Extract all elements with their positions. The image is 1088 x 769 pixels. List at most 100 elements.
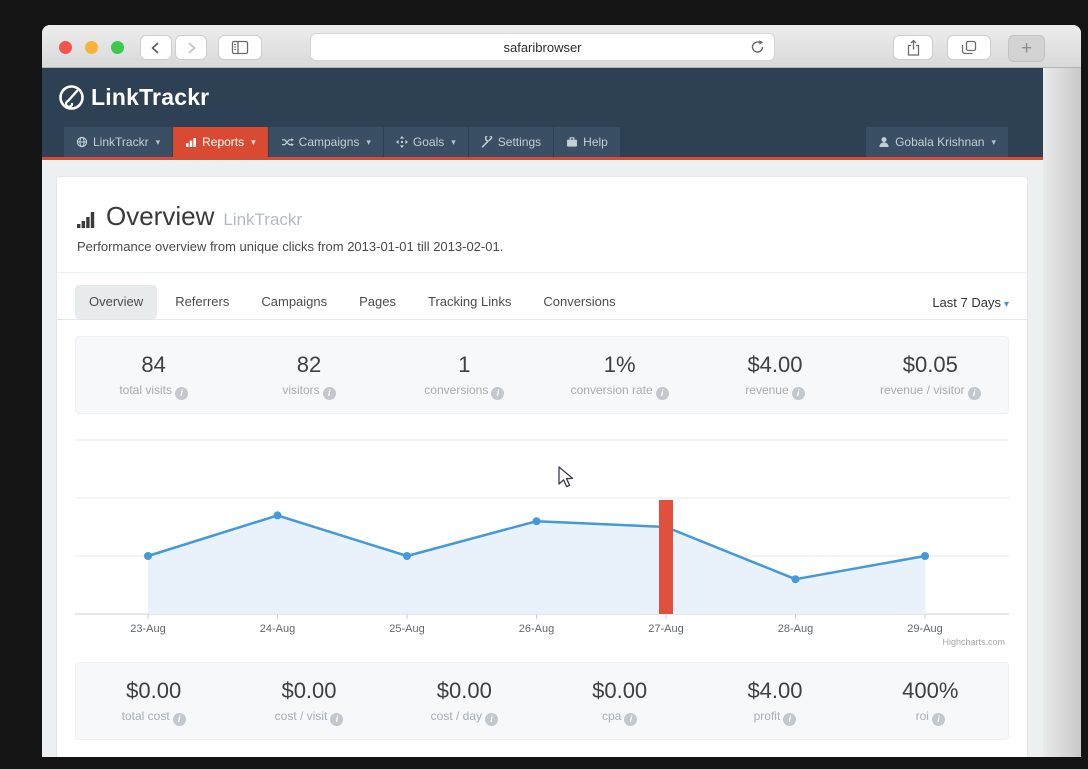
- tab-campaigns[interactable]: Campaigns: [261, 294, 328, 309]
- nav-item-help[interactable]: Help: [554, 127, 620, 157]
- overlapping-tabs-icon: [961, 40, 977, 55]
- brand-name: LinkTrackr: [91, 84, 210, 110]
- nav-item-reports[interactable]: Reports ▾: [173, 127, 268, 157]
- move-icon: [395, 136, 408, 148]
- stat-total-visits: 84 total visits i: [76, 337, 231, 413]
- caret-down-icon: ▾: [991, 136, 996, 147]
- info-icon[interactable]: i: [322, 387, 336, 400]
- shuffle-icon: [281, 138, 294, 147]
- sidebar-toggle-button[interactable]: [218, 35, 262, 60]
- page-title-suffix: LinkTrackr: [223, 210, 303, 229]
- app-nav: LinkTrackr ▾ Reports ▾: [42, 127, 1043, 157]
- stat-cost-per-day: $0.00 cost / day i: [387, 663, 542, 739]
- tab-tracking-links[interactable]: Tracking Links: [428, 294, 512, 309]
- nav-item-settings[interactable]: Settings: [468, 127, 554, 157]
- briefcase-icon: [567, 137, 578, 147]
- tab-overview[interactable]: Overview: [75, 285, 158, 319]
- info-icon[interactable]: i: [655, 387, 669, 400]
- page-subtitle: Performance overview from unique clicks …: [77, 239, 504, 254]
- svg-text:25-Aug: 25-Aug: [389, 623, 424, 635]
- stat-cpa: $0.00 cpa i: [592, 678, 648, 726]
- info-icon[interactable]: i: [172, 713, 186, 726]
- tab-overview-button[interactable]: [947, 35, 991, 60]
- page-header: Overview LinkTrackr Performance overview…: [57, 177, 1027, 273]
- stat-total-cost: $0.00 total cost i: [76, 663, 231, 739]
- info-icon[interactable]: i: [783, 713, 797, 726]
- svg-text:29-Aug: 29-Aug: [907, 623, 942, 635]
- svg-text:26-Aug: 26-Aug: [519, 623, 554, 635]
- address-bar-text: safaribrowser: [503, 39, 582, 55]
- svg-text:24-Aug: 24-Aug: [260, 623, 295, 635]
- brand: LinkTrackr: [58, 84, 209, 111]
- safari-window: safaribrowser +: [42, 25, 1081, 757]
- tab-pages[interactable]: Pages: [359, 294, 397, 309]
- refresh-button[interactable]: [750, 39, 765, 58]
- wrench-icon: [481, 136, 493, 148]
- info-icon[interactable]: i: [330, 713, 344, 726]
- close-window-button[interactable]: [59, 41, 72, 54]
- window-scrollbar-strip[interactable]: [1043, 68, 1081, 757]
- user-menu[interactable]: Gobala Krishnan ▾: [866, 127, 1008, 157]
- minimize-window-button[interactable]: [85, 41, 98, 54]
- nav-item-linktrackr[interactable]: LinkTrackr ▾: [64, 127, 173, 157]
- user-icon: [879, 137, 889, 147]
- stat-conversions: 1 conversions i: [387, 337, 542, 413]
- info-icon[interactable]: i: [791, 387, 805, 400]
- bar-chart-icon: [186, 138, 197, 147]
- report-bars-icon: [77, 212, 95, 228]
- caret-down-icon: ▾: [155, 136, 161, 147]
- browser-viewport: LinkTrackr LinkTrackr ▾: [42, 68, 1043, 757]
- info-icon[interactable]: i: [624, 713, 638, 726]
- report-tabs: Overview Referrers Campaigns Pages Track…: [57, 285, 1027, 320]
- globe-icon: [76, 136, 88, 148]
- info-icon[interactable]: i: [485, 713, 498, 726]
- caret-down-icon: ▾: [1003, 298, 1009, 310]
- nav-item-campaigns[interactable]: Campaigns ▾: [268, 127, 383, 157]
- svg-text:Highcharts.com: Highcharts.com: [942, 637, 1005, 647]
- chevron-left-icon: [151, 42, 159, 53]
- back-button[interactable]: [140, 35, 172, 60]
- svg-text:28-Aug: 28-Aug: [778, 623, 813, 635]
- refresh-icon: [751, 40, 764, 53]
- zoom-window-button[interactable]: [111, 41, 124, 54]
- visits-chart-svg[interactable]: 23-Aug 24-Aug 25-Aug 26-Aug 27-Aug 28-Aug 29-A…: [75, 426, 1009, 648]
- svg-text:23-Aug: 23-Aug: [130, 623, 165, 635]
- stat-profit: $4.00 profit i: [747, 678, 803, 726]
- svg-text:27-Aug: 27-Aug: [648, 623, 683, 635]
- info-icon[interactable]: i: [175, 387, 188, 400]
- app-header: LinkTrackr: [42, 68, 1043, 127]
- stats-panel-top: 84 total visits i 82 visitors i 1 conversi…: [75, 336, 1009, 414]
- nav-accent-line: [42, 157, 1043, 160]
- tab-conversions[interactable]: Conversions: [543, 294, 616, 309]
- sidebar-icon: [231, 40, 249, 55]
- chevron-right-icon: [188, 42, 196, 53]
- visits-chart[interactable]: 23-Aug 24-Aug 25-Aug 26-Aug 27-Aug 28-Aug 29-A…: [75, 426, 1009, 648]
- stats-panel-bottom: $0.00 total cost i $0.00 cost / visit i $0…: [75, 662, 1009, 740]
- stat-conversion-rate: 1% conversion rate i: [542, 337, 697, 413]
- info-icon[interactable]: i: [931, 713, 945, 726]
- share-button[interactable]: [893, 35, 933, 60]
- forward-button[interactable]: [175, 35, 207, 60]
- date-range-dropdown[interactable]: Last 7 Days ▾: [932, 294, 1009, 310]
- caret-down-icon: ▾: [366, 136, 371, 147]
- plus-icon: +: [1020, 38, 1033, 59]
- overview-card: Overview LinkTrackr Performance overview…: [56, 176, 1028, 757]
- caret-down-icon: ▾: [251, 136, 256, 147]
- tab-referrers[interactable]: Referrers: [175, 294, 230, 309]
- address-bar[interactable]: safaribrowser: [310, 33, 775, 61]
- stat-cost-per-visit: $0.00 cost / visit i: [231, 663, 386, 739]
- stat-roi: 400% roi i: [902, 678, 959, 726]
- nav-item-goals[interactable]: Goals ▾: [383, 127, 468, 157]
- stat-revenue-per-visitor: $0.05 revenue / visitor i: [853, 337, 1008, 413]
- stat-revenue: $4.00 revenue i: [697, 337, 852, 413]
- browser-titlebar: safaribrowser +: [42, 25, 1081, 68]
- info-icon[interactable]: i: [491, 387, 505, 400]
- stat-visitors: 82 visitors i: [231, 337, 386, 413]
- share-icon: [907, 39, 919, 56]
- caret-down-icon: ▾: [451, 136, 456, 147]
- info-icon[interactable]: i: [967, 387, 981, 400]
- page-title: Overview: [106, 201, 215, 231]
- new-tab-button[interactable]: +: [1008, 35, 1045, 62]
- linktrackr-logo-icon: [59, 85, 84, 110]
- page-area: Overview LinkTrackr Performance overview…: [42, 160, 1043, 757]
